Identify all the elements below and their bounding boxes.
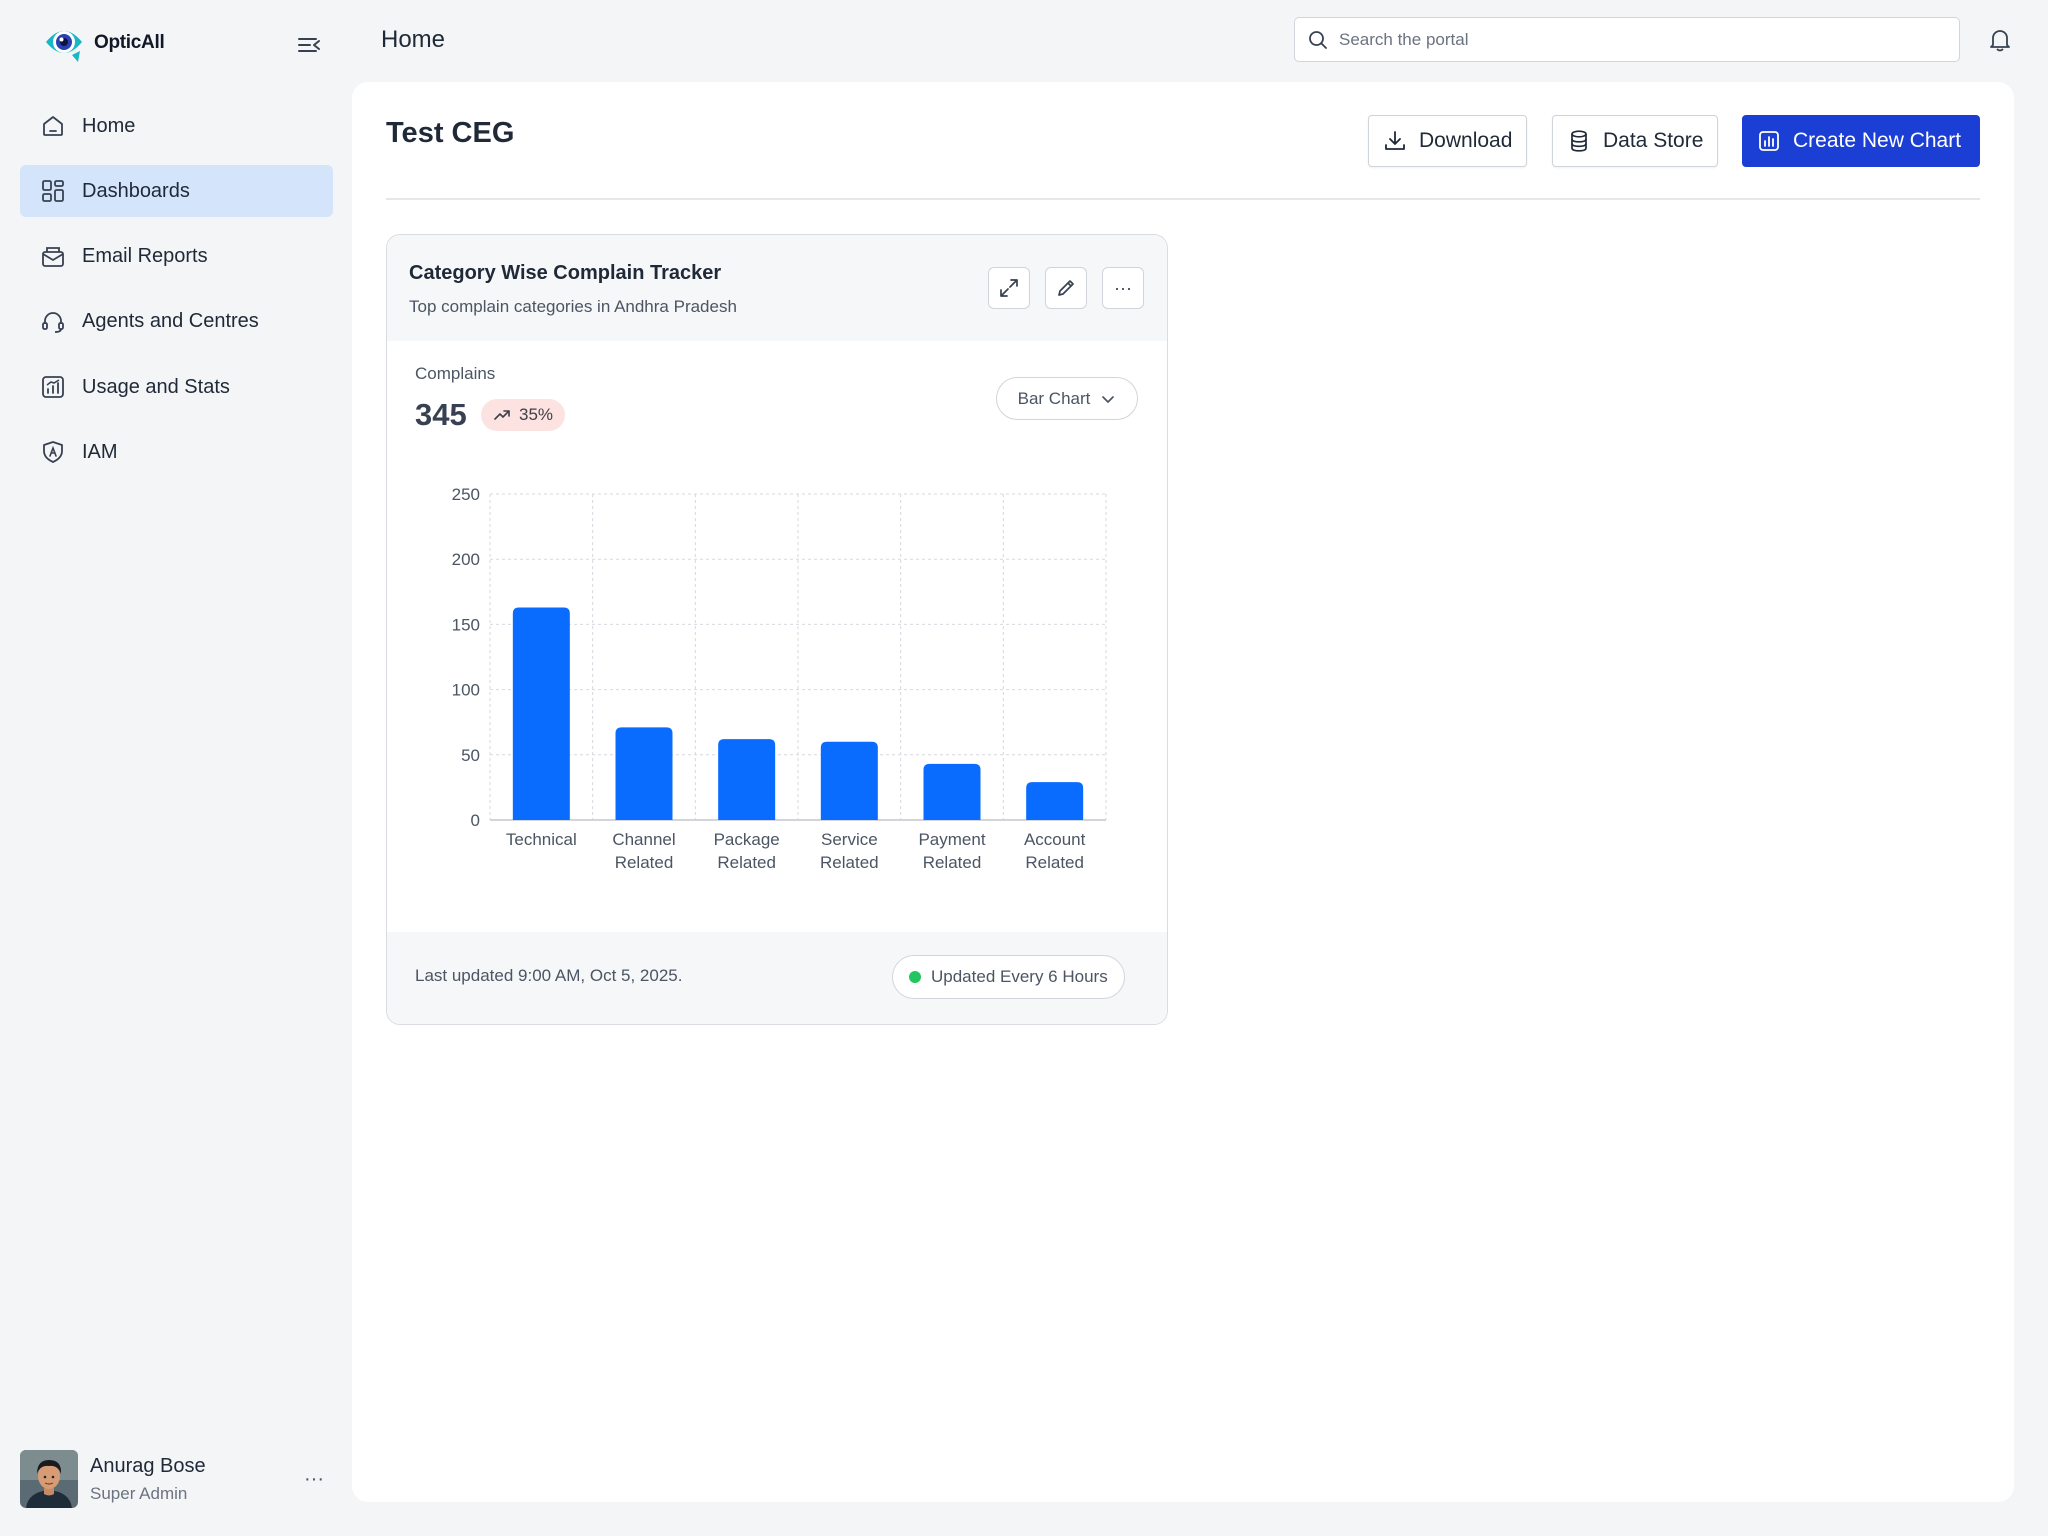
metric-label: Complains <box>415 364 496 383</box>
chart-icon <box>1759 131 1779 151</box>
sidebar-item-dashboards[interactable]: Dashboards <box>20 165 333 218</box>
y-tick-label: 0 <box>471 811 480 830</box>
user-info: Anurag Bose Super Admin <box>90 1455 206 1504</box>
bar-chart: 0 50 100 150 200 250 Technical Channel Related Pa… <box>452 485 1107 872</box>
y-tick-label: 200 <box>452 550 480 569</box>
download-button-label: Download <box>1419 129 1513 152</box>
trend-up-icon <box>494 410 510 420</box>
avatar <box>20 1450 78 1508</box>
chart-card: Category Wise Complain Tracker Top compl… <box>386 234 1168 1025</box>
app-logo[interactable]: OpticAll <box>42 22 165 64</box>
eye-logo-icon <box>46 31 82 62</box>
sidebar-item-iam[interactable]: IAM <box>20 426 333 478</box>
x-tick-label: Package <box>714 830 780 849</box>
download-icon <box>1385 131 1405 150</box>
dashboard-icon <box>42 180 64 203</box>
x-tick-label: Payment <box>918 830 985 849</box>
status-dot <box>909 971 921 983</box>
chart-type-select[interactable]: Bar Chart <box>996 377 1138 420</box>
database-icon <box>1571 130 1587 152</box>
card-header: Category Wise Complain Tracker Top compl… <box>387 235 1167 341</box>
data-store-button[interactable]: Data Store <box>1552 115 1719 167</box>
user-name: Anurag Bose <box>90 1454 206 1477</box>
user-profile[interactable]: Anurag Bose Super Admin ··· <box>20 1450 333 1508</box>
topbar-title: Home <box>381 26 446 53</box>
bar <box>512 607 570 820</box>
bar <box>1026 782 1084 820</box>
x-tick-label: Related <box>820 853 879 872</box>
edit-button[interactable] <box>1045 267 1087 309</box>
sidebar-item-label: Agents and Centres <box>82 310 259 333</box>
last-updated-text: Last updated 9:00 AM, Oct 5, 2025. <box>415 966 683 985</box>
refresh-status-text: Updated Every 6 Hours <box>931 967 1108 986</box>
y-tick-label: 100 <box>452 681 480 700</box>
x-tick-label: Related <box>615 853 674 872</box>
x-tick-label: Account <box>1024 830 1086 849</box>
sidebar-item-label: Usage and Stats <box>82 375 230 398</box>
search-box[interactable] <box>1294 17 1960 62</box>
x-tick-label: Related <box>923 853 982 872</box>
main-panel: Test CEG Download Data Store Create New … <box>352 82 2014 1502</box>
home-icon <box>43 116 63 136</box>
bar <box>820 741 878 820</box>
trend-badge: 35% <box>481 399 566 431</box>
y-tick-label: 250 <box>452 485 480 504</box>
app-name: OpticAll <box>94 32 165 53</box>
data-store-button-label: Data Store <box>1603 129 1704 152</box>
collapse-menu-icon <box>298 38 320 52</box>
card-footer: Last updated 9:00 AM, Oct 5, 2025. Updat… <box>387 932 1167 1024</box>
card-title: Category Wise Complain Tracker <box>409 262 722 284</box>
more-options-button[interactable]: ··· <box>1102 267 1144 309</box>
bar <box>718 739 776 820</box>
page-title: Test CEG <box>386 117 515 149</box>
notification-bell-icon[interactable] <box>1987 27 2013 53</box>
y-tick-label: 150 <box>452 615 480 634</box>
user-role: Super Admin <box>90 1483 188 1503</box>
sidebar: OpticAll Home Dashboards <box>0 0 352 1536</box>
card-subtitle: Top complain categories in Andhra Prades… <box>409 297 737 316</box>
sidebar-item-label: IAM <box>82 440 118 463</box>
x-tick-label: Related <box>1025 853 1084 872</box>
user-more-button[interactable]: ··· <box>304 1467 324 1490</box>
sidebar-item-usage-and-stats[interactable]: Usage and Stats <box>20 361 333 413</box>
expand-icon <box>1000 279 1018 297</box>
shield-icon <box>43 441 63 464</box>
y-tick-label: 50 <box>461 746 480 765</box>
sidebar-item-label: Dashboards <box>82 179 190 202</box>
pencil-icon <box>1058 280 1074 296</box>
bar <box>615 727 673 820</box>
refresh-status-pill: Updated Every 6 Hours <box>892 955 1125 999</box>
user-avatar-icon <box>20 1450 78 1508</box>
sidebar-nav: Home Dashboards Email Reports <box>20 100 333 492</box>
chart-type-value: Bar Chart <box>1017 388 1091 408</box>
x-tick-label: Channel <box>612 830 675 849</box>
header-divider <box>386 198 1980 200</box>
sidebar-item-label: Home <box>82 114 136 137</box>
metric-value: 345 <box>415 397 467 432</box>
trend-value: 35% <box>519 405 554 424</box>
x-tick-label: Technical <box>506 830 577 849</box>
x-tick-label: Service <box>821 830 878 849</box>
sidebar-item-label: Email Reports <box>82 245 208 268</box>
x-tick-label: Related <box>717 853 776 872</box>
collapse-sidebar-button[interactable] <box>294 30 324 60</box>
email-report-icon <box>42 246 64 267</box>
sidebar-item-agents-and-centres[interactable]: Agents and Centres <box>20 296 333 348</box>
create-new-chart-label: Create New Chart <box>1793 129 1962 152</box>
expand-button[interactable] <box>988 267 1030 309</box>
create-new-chart-button[interactable]: Create New Chart <box>1742 115 1980 167</box>
sidebar-item-email-reports[interactable]: Email Reports <box>20 231 333 283</box>
chevron-down-icon <box>1102 395 1115 403</box>
sidebar-item-home[interactable]: Home <box>20 100 333 152</box>
search-input[interactable] <box>1339 29 1939 50</box>
headset-icon <box>42 312 64 333</box>
stats-icon <box>42 376 64 399</box>
bar <box>923 763 981 820</box>
search-icon <box>1309 30 1327 49</box>
download-button[interactable]: Download <box>1368 115 1528 167</box>
